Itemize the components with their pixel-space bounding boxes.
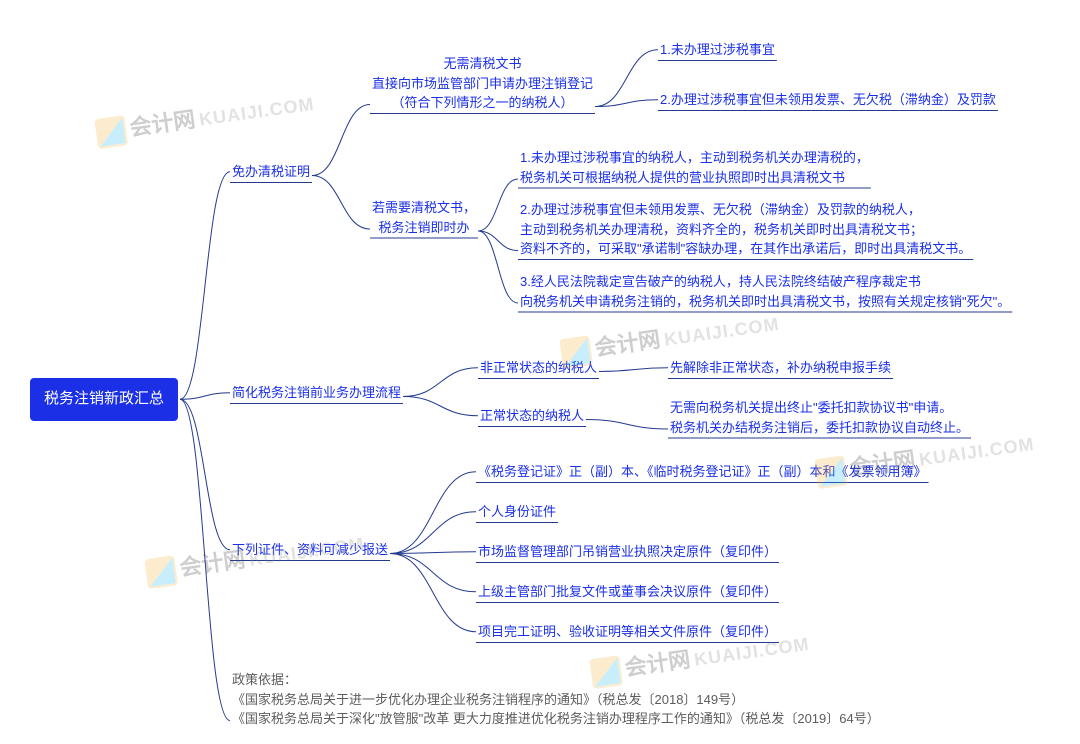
edge-root-n1 xyxy=(180,172,230,400)
watermark-text-cn: 会计网 xyxy=(128,107,197,141)
mindmap-node-n1a1: 1.未办理过涉税事宜 xyxy=(660,40,775,60)
edge-root-n4 xyxy=(180,399,230,720)
edge-n3-n3b xyxy=(390,512,476,554)
edge-n3-n3d xyxy=(390,554,476,592)
mindmap-node-n1: 免办清税证明 xyxy=(232,162,310,182)
edge-n2-n2a xyxy=(403,368,478,397)
watermark-text-domain: KUAIJI.COM xyxy=(918,434,1036,470)
mindmap-root: 税务注销新政汇总 xyxy=(30,378,178,421)
mindmap-node-n1b1: 1.未办理过涉税事宜的纳税人，主动到税务机关办理清税的， 税务机关可根据纳税人提… xyxy=(520,148,869,187)
mindmap-node-n1a: 无需清税文书 直接向市场监管部门申请办理注销登记 （符合下列情形之一的纳税人） xyxy=(372,54,593,113)
watermark-text-domain: KUAIJI.COM xyxy=(663,314,781,350)
mindmap-node-n2a1: 先解除非正常状态，补办纳税申报手续 xyxy=(670,358,891,378)
edge-n3-n3a xyxy=(390,472,476,554)
edge-n1a-n1a2 xyxy=(595,100,658,107)
mindmap-node-n1b2: 2.办理过涉税事宜但未领用发票、无欠税（滞纳金）及罚款的纳税人， 主动到税务机关… xyxy=(520,200,971,259)
edge-n1-n1a xyxy=(312,105,370,176)
edge-n2b-n2b1 xyxy=(586,420,668,430)
edge-root-n2 xyxy=(180,393,230,400)
edge-n3-n3e xyxy=(390,554,476,632)
edge-n1-n1b xyxy=(312,176,370,230)
edge-n2a-n2a1 xyxy=(599,368,668,372)
watermark-text-domain: KUAIJI.COM xyxy=(198,94,316,130)
edge-n2-n2b xyxy=(403,397,478,416)
mindmap-node-n1b3: 3.经人民法院裁定宣告破产的纳税人，持人民法院终结破产程序裁定书 向税务机关申请… xyxy=(520,272,1010,311)
mindmap-node-n2a: 非正常状态的纳税人 xyxy=(480,358,597,378)
mindmap-node-n3a: 《税务登记证》正（副）本、《临时税务登记证》正（副）本和《发票领用簿》 xyxy=(478,462,927,482)
mindmap-node-n2b: 正常状态的纳税人 xyxy=(480,406,584,426)
mindmap-node-n4: 政策依据： 《国家税务总局关于进一步优化办理企业税务注销程序的通知》（税总发〔2… xyxy=(232,670,880,729)
watermark-logo-icon xyxy=(94,115,128,149)
mindmap-node-n3c: 市场监督管理部门吊销营业执照决定原件（复印件） xyxy=(478,542,777,562)
edge-n1b-n1b3 xyxy=(478,231,518,303)
mindmap-node-n2b1: 无需向税务机关提出终止"委托扣款协议书"申请。 税务机关办结税务注销后，委托扣款… xyxy=(670,398,969,437)
watermark-text-cn: 会计网 xyxy=(593,327,662,361)
mindmap-node-n3e: 项目完工证明、验收证明等相关文件原件（复印件） xyxy=(478,622,777,642)
watermark: 会计网KUAIJI.COM xyxy=(94,85,317,149)
mindmap-node-n2: 简化税务注销前业务办理流程 xyxy=(232,383,401,403)
edge-root-n3 xyxy=(180,399,230,550)
mindmap-node-n1a2: 2.办理过涉税事宜但未领用发票、无欠税（滞纳金）及罚款 xyxy=(660,90,996,110)
edge-n1b-n1b2 xyxy=(478,231,518,251)
edge-n1b-n1b1 xyxy=(478,179,518,231)
watermark-logo-icon xyxy=(144,555,178,589)
edge-n1a-n1a1 xyxy=(595,50,658,107)
mindmap-node-n3: 下列证件、资料可减少报送 xyxy=(232,540,388,560)
edge-n3-n3c xyxy=(390,552,476,554)
mindmap-node-n3d: 上级主管部门批复文件或董事会决议原件（复印件） xyxy=(478,582,777,602)
mindmap-node-n3b: 个人身份证件 xyxy=(478,502,556,522)
mindmap-node-n1b: 若需要清税文书， 税务注销即时办 xyxy=(372,198,476,237)
